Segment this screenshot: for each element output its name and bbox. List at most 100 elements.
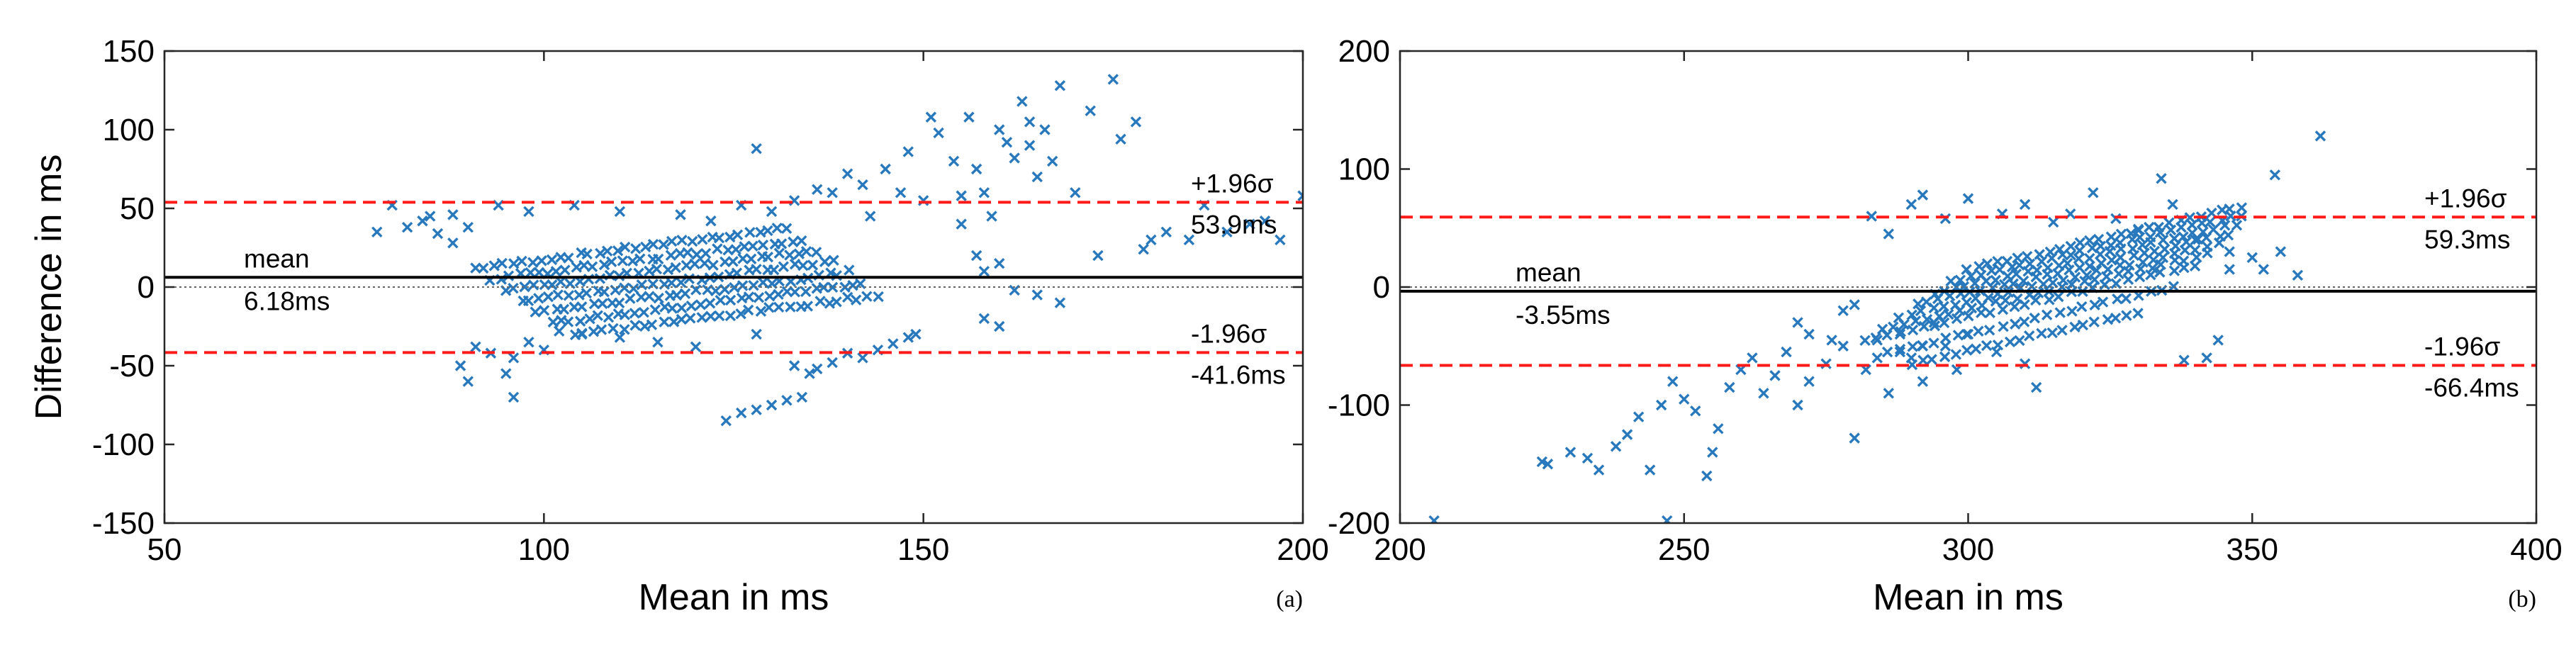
data-point — [1701, 470, 1713, 482]
data-point — [586, 261, 598, 272]
data-point — [735, 308, 746, 320]
data-point — [2149, 245, 2161, 257]
data-point — [1992, 256, 2003, 267]
data-point — [516, 255, 527, 267]
data-point — [2139, 247, 2150, 259]
data-point — [1024, 140, 1036, 151]
data-point — [644, 291, 655, 302]
data-point — [2105, 240, 2117, 252]
data-point — [800, 286, 812, 298]
data-point — [2019, 198, 2031, 211]
data-point — [2089, 299, 2100, 310]
data-point — [713, 232, 725, 244]
data-point — [850, 294, 862, 305]
data-point — [578, 259, 590, 271]
data-point — [1994, 264, 2005, 276]
data-point — [1981, 258, 1993, 269]
data-point — [1826, 335, 1837, 346]
data-point — [1907, 324, 1919, 336]
data-point — [2034, 249, 2045, 260]
data-point — [2024, 258, 2036, 270]
data-point — [2120, 293, 2132, 304]
x-tick-label: 250 — [1658, 532, 1710, 567]
data-point — [685, 300, 698, 312]
data-point — [597, 298, 608, 310]
data-point — [574, 315, 586, 327]
data-point — [2001, 255, 2013, 267]
data-point — [550, 266, 562, 277]
data-point — [533, 267, 545, 279]
data-point — [1707, 447, 1718, 458]
y-tick-label: 50 — [120, 191, 155, 226]
data-point — [1046, 155, 1058, 167]
data-point — [2079, 275, 2090, 287]
data-point — [607, 322, 619, 335]
data-point — [1928, 317, 1940, 328]
data-point — [970, 163, 982, 175]
data-point — [1939, 351, 1951, 363]
data-point — [2292, 269, 2304, 281]
data-point — [1876, 323, 1888, 335]
data-point — [747, 240, 758, 252]
data-point — [766, 206, 778, 218]
data-point — [1913, 298, 1924, 310]
data-point — [2044, 294, 2055, 305]
data-point — [417, 215, 428, 227]
data-point — [679, 288, 691, 300]
data-point — [462, 221, 474, 233]
data-point — [994, 124, 1005, 135]
data-point — [705, 215, 717, 227]
data-point — [773, 247, 785, 259]
data-point — [2202, 241, 2213, 252]
y-tick-label: -100 — [92, 427, 155, 462]
data-point — [2178, 255, 2190, 267]
data-point — [581, 248, 593, 260]
data-point — [2076, 301, 2088, 313]
data-point — [1883, 388, 1894, 399]
data-point — [2189, 260, 2201, 271]
data-point — [784, 249, 795, 261]
mean-label: mean — [1516, 258, 1581, 287]
data-point — [432, 228, 444, 240]
y-tick-label: 0 — [1373, 270, 1390, 305]
data-point — [2036, 327, 2047, 340]
data-point — [788, 195, 800, 206]
data-point — [2201, 352, 2212, 364]
data-point — [1926, 354, 1937, 365]
data-point — [508, 283, 519, 294]
data-point — [2112, 293, 2123, 305]
data-point — [554, 325, 565, 337]
data-point — [793, 248, 805, 259]
data-point — [1009, 284, 1020, 296]
data-point — [527, 257, 539, 269]
data-point — [2066, 305, 2078, 317]
data-point — [773, 301, 785, 313]
x-axis-title: Mean in ms — [1873, 577, 2063, 618]
data-point — [753, 292, 765, 303]
data-point — [1031, 171, 1043, 183]
data-point — [2180, 236, 2192, 248]
data-point — [1837, 305, 1849, 317]
data-point — [1905, 198, 1917, 211]
data-point — [2099, 279, 2110, 291]
data-point — [640, 241, 651, 253]
y-tick-label: 0 — [138, 270, 155, 305]
data-point — [563, 252, 574, 264]
data-point — [2314, 130, 2326, 142]
data-point — [588, 298, 600, 310]
upper-limit-label: +1.96σ — [2424, 184, 2507, 213]
data-point — [559, 264, 571, 276]
data-point — [619, 241, 631, 253]
data-point — [757, 276, 769, 288]
data-point — [1939, 340, 1951, 352]
data-point — [2168, 232, 2180, 245]
data-point — [1906, 309, 1917, 320]
data-point — [1952, 330, 1964, 341]
data-point — [762, 225, 773, 237]
data-point — [978, 266, 990, 277]
data-point — [751, 328, 762, 340]
data-point — [500, 368, 512, 379]
data-point — [681, 259, 693, 271]
data-point — [562, 316, 574, 327]
data-point — [662, 264, 674, 276]
